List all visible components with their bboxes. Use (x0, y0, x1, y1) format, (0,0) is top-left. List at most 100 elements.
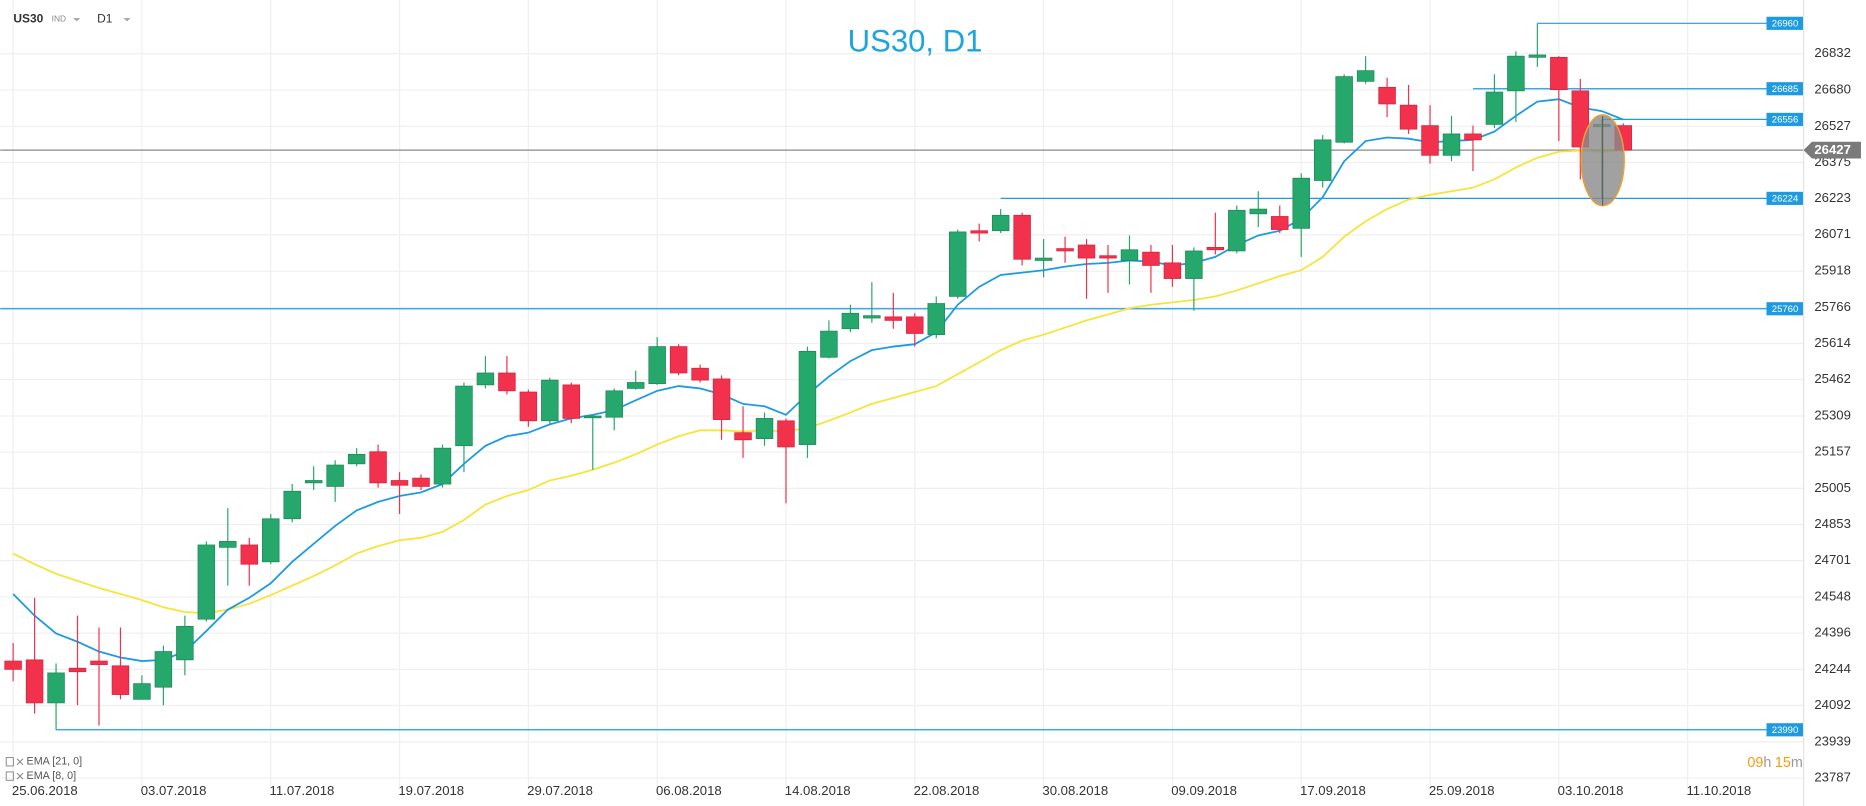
candle-body (712, 378, 731, 420)
candle-body (863, 315, 881, 319)
y-tick-label: 26527 (1814, 118, 1851, 133)
level-label: 26960 (1772, 18, 1799, 29)
candle-body (369, 451, 387, 484)
candle-body (1550, 56, 1568, 91)
candle-body (111, 665, 130, 695)
candle-body (476, 372, 495, 386)
x-tick-label: 25.06.2018 (12, 783, 78, 798)
candle-body (755, 418, 774, 439)
candle-body (626, 382, 645, 389)
candle-body (1034, 257, 1053, 261)
symbol[interactable]: US30 (13, 11, 43, 25)
y-tick-label: 26223 (1814, 190, 1851, 205)
x-tick-label: 11.07.2018 (270, 783, 335, 798)
legend-icon (5, 757, 14, 767)
timeframe[interactable]: D1 (97, 11, 113, 25)
candle-body (47, 672, 65, 704)
candle-body (1485, 91, 1504, 125)
candle-body (283, 490, 301, 520)
candle-body (433, 447, 452, 485)
y-tick-label: 25918 (1814, 263, 1851, 278)
level-label-box (1766, 112, 1804, 126)
level-label: 26685 (1772, 84, 1799, 95)
chart-title: US30, D1 (848, 23, 983, 58)
candle-body (262, 518, 280, 563)
candle-body (1464, 133, 1482, 141)
x-tick-label: 19.07.2018 (398, 783, 464, 798)
legend: EMA [21, 0] EMA [8, 0] (5, 756, 82, 782)
levels: 26960 26685 26556 26224 25760 23990 (0, 16, 1804, 737)
candle-body (519, 391, 538, 422)
level-label: 23990 (1772, 725, 1799, 736)
candles (4, 23, 1632, 730)
countdown: 09h 15m (1747, 755, 1802, 771)
candle-body (412, 477, 430, 487)
legend-icon (5, 771, 14, 781)
ema-line (12, 98, 1624, 662)
candle-body (841, 312, 860, 330)
y-tick-label: 24853 (1814, 516, 1851, 531)
candle-body (176, 625, 194, 661)
x-tick-label: 25.09.2018 (1429, 783, 1495, 798)
y-tick-label: 23787 (1814, 770, 1851, 785)
candle-body (1313, 139, 1332, 181)
axis-labels: 23787 23939 24092 24244 24396 24548 24701 24853… (12, 45, 1861, 798)
candle-body (1378, 86, 1396, 105)
y-tick-label: 24244 (1814, 661, 1851, 676)
candle-body (347, 453, 366, 465)
y-tick-label: 26832 (1814, 45, 1851, 60)
candle-body (1421, 125, 1439, 156)
candle-body (154, 651, 173, 688)
candle-body (691, 367, 709, 381)
x-tick-label: 11.10.2018 (1686, 783, 1751, 798)
candle-body (304, 480, 323, 484)
candle-body (68, 667, 87, 673)
candle-body (1335, 76, 1353, 143)
y-tick-label: 25614 (1814, 335, 1851, 350)
candle-body (777, 420, 795, 448)
candle-body (1077, 244, 1096, 259)
x-tick-label: 17.09.2018 (1300, 783, 1366, 798)
level-label-box (1766, 16, 1804, 30)
x-tick-label: 06.08.2018 (656, 783, 722, 798)
legend-label: EMA [8, 0] (27, 770, 77, 782)
candle-body (991, 214, 1010, 232)
candle-body (390, 480, 409, 486)
last-price-box (1803, 141, 1861, 159)
dropdown-arrow[interactable] (123, 17, 131, 22)
candle-body (1507, 55, 1525, 92)
candle-body (498, 372, 516, 392)
candle-body (1399, 104, 1418, 130)
x-tick-label: 30.08.2018 (1042, 783, 1108, 798)
legend-close (16, 772, 24, 780)
level-label: 26556 (1772, 115, 1799, 126)
candle-body (669, 346, 688, 374)
candle-body (1099, 255, 1117, 259)
candle-body (1528, 54, 1547, 58)
candle-body (4, 660, 22, 670)
candle-body (219, 541, 237, 548)
candle-body (1013, 214, 1031, 260)
candle-body (605, 390, 623, 418)
candle-body (1056, 248, 1074, 252)
candle-body (133, 683, 151, 700)
x-tick-label: 29.07.2018 (527, 783, 593, 798)
countdown-hours-unit: h (1763, 755, 1771, 771)
y-tick-label: 23939 (1814, 733, 1851, 748)
indicator-lines (12, 98, 1624, 662)
candle-body (1249, 208, 1268, 215)
candle-body (90, 660, 108, 665)
y-tick-label: 26680 (1814, 81, 1851, 96)
y-tick-label: 25157 (1814, 444, 1851, 459)
y-tick-label: 24701 (1814, 552, 1851, 567)
candle-body (562, 384, 581, 419)
dropdown-arrow[interactable] (73, 17, 81, 22)
level-label-box (1766, 191, 1804, 205)
candle-body (1356, 70, 1375, 82)
candle-body (1206, 247, 1225, 251)
candle-body (1163, 262, 1182, 279)
candle-body (906, 316, 924, 334)
candle-body (1571, 90, 1590, 148)
candle-body (1185, 250, 1203, 279)
